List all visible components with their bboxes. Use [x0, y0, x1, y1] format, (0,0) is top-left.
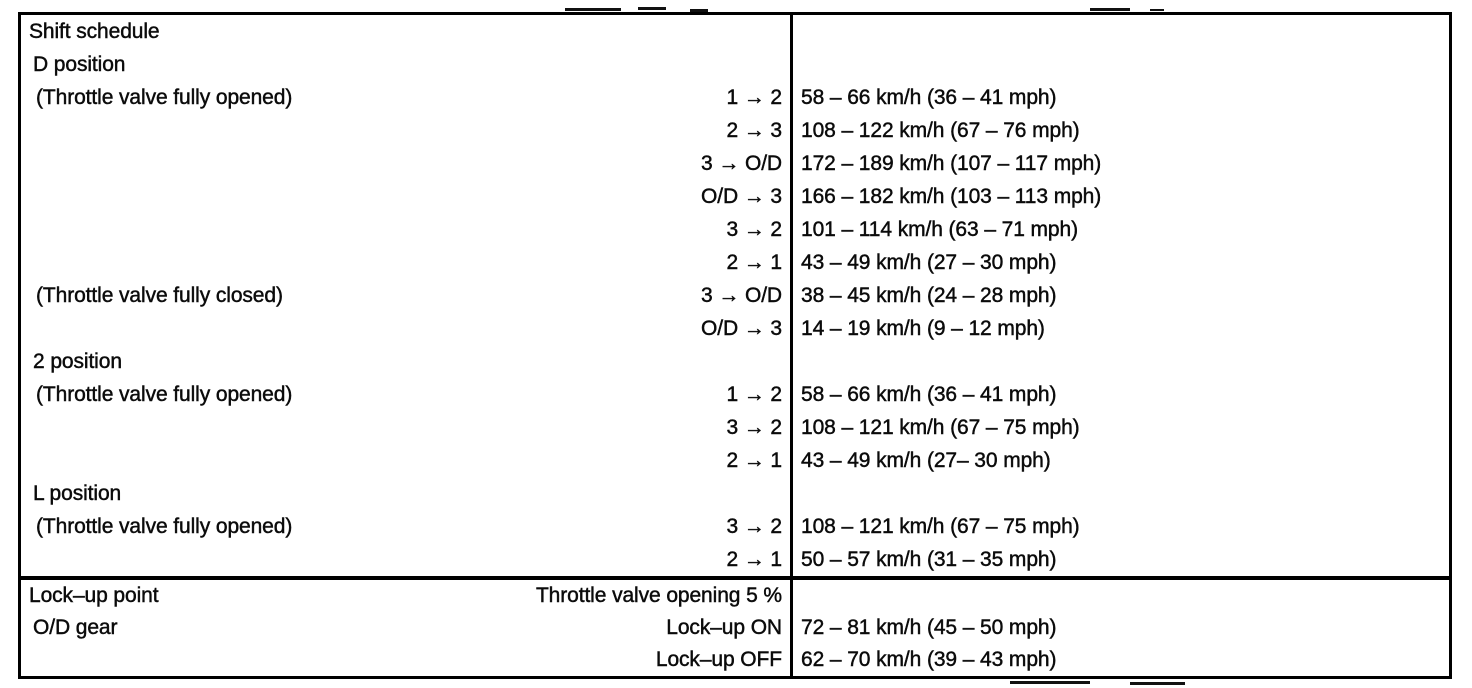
label-cell: (Throttle valve fully opened) 1 → 2 — [21, 86, 790, 110]
speed-range-value: 38 – 45 km/h (24 – 28 mph) — [801, 283, 1057, 307]
label-cell: Lock–up OFF — [21, 648, 790, 672]
shift-step-label: 3 → O/D — [701, 283, 783, 307]
speed-range-value: 43 – 49 km/h (27 – 30 mph) — [801, 250, 1057, 274]
shift-step-label: O/D → 3 — [701, 184, 783, 208]
table-row: (Throttle valve fully closed) 3 → O/D 38 –… — [21, 279, 1449, 312]
shift-step-label: O/D → 3 — [701, 316, 783, 340]
scan-artifact — [1150, 9, 1164, 11]
speed-range-value: 62 – 70 km/h (39 – 43 mph) — [801, 648, 1057, 671]
shift-schedule-section: Shift schedule D position (Throttle valve … — [21, 15, 1449, 576]
section-divider-line — [21, 576, 1449, 580]
label-cell: 2 → 1 — [21, 449, 790, 473]
table-row: O/D → 3 14 – 19 km/h (9 – 12 mph) — [21, 312, 1449, 345]
label-cell: Lock–up point Throttle valve opening 5 % — [21, 584, 790, 608]
table-row: 2 → 1 43 – 49 km/h (27– 30 mph) — [21, 444, 1449, 477]
table-row: 3 → O/D 172 – 189 km/h (107 – 117 mph) — [21, 147, 1449, 180]
row-label: L position — [33, 481, 122, 505]
label-cell: O/D gear Lock–up ON — [21, 616, 790, 640]
shift-step-label: 2 → 1 — [726, 250, 782, 274]
speed-range-value: 108 – 122 km/h (67 – 76 mph) — [801, 118, 1080, 142]
table-row: Lock–up OFF 62 – 70 km/h (39 – 43 mph) — [21, 644, 1449, 676]
speed-range-value: 58 – 66 km/h (36 – 41 mph) — [801, 85, 1057, 109]
label-cell: O/D → 3 — [21, 317, 790, 341]
label-cell: L position — [21, 482, 790, 506]
table-row: 2 → 3 108 – 122 km/h (67 – 76 mph) — [21, 114, 1449, 147]
scan-artifact — [690, 9, 708, 12]
table-row: 2 → 1 43 – 49 km/h (27 – 30 mph) — [21, 246, 1449, 279]
shift-step-label: 1 → 2 — [726, 85, 782, 109]
shift-step-label: 2 → 3 — [726, 118, 782, 142]
speed-range-value: 72 – 81 km/h (45 – 50 mph) — [801, 616, 1057, 639]
row-label: Lock–up point — [29, 584, 159, 607]
label-cell: 2 position — [21, 350, 790, 374]
shift-schedule-table: Shift schedule D position (Throttle valve … — [18, 12, 1452, 679]
table-row: O/D gear Lock–up ON 72 – 81 km/h (45 – 50 … — [21, 612, 1449, 644]
table-row: O/D → 3 166 – 182 km/h (103 – 113 mph) — [21, 180, 1449, 213]
label-cell: 3 → 2 — [21, 416, 790, 440]
scan-artifact — [1090, 8, 1130, 11]
table-row: Shift schedule — [21, 15, 1449, 48]
table-row: 3 → 2 101 – 114 km/h (63 – 71 mph) — [21, 213, 1449, 246]
shift-step-label: 1 → 2 — [726, 382, 782, 406]
label-cell: D position — [21, 53, 790, 77]
scan-artifact — [1010, 681, 1090, 684]
lock-up-section: Lock–up point Throttle valve opening 5 % O… — [21, 580, 1449, 676]
speed-range-value: 50 – 57 km/h (31 – 35 mph) — [801, 547, 1057, 571]
column-divider-line — [790, 15, 793, 676]
label-cell: 3 → 2 — [21, 218, 790, 242]
speed-range-value: 14 – 19 km/h (9 – 12 mph) — [801, 316, 1045, 340]
table-row: 2 position — [21, 345, 1449, 378]
lock-up-condition-label: Lock–up ON — [666, 616, 782, 639]
lock-up-condition-label: Lock–up OFF — [655, 648, 783, 671]
table-row: 3 → 2 108 – 121 km/h (67 – 75 mph) — [21, 411, 1449, 444]
shift-step-label: 3 → 2 — [726, 514, 782, 538]
table-row: (Throttle valve fully opened) 3 → 2 108 – … — [21, 510, 1449, 543]
label-cell: (Throttle valve fully opened) 3 → 2 — [21, 515, 790, 539]
lock-up-condition-label: Throttle valve opening 5 % — [535, 584, 783, 607]
label-cell: 2 → 3 — [21, 119, 790, 143]
label-cell: 2 → 1 — [21, 548, 790, 572]
label-cell: (Throttle valve fully opened) 1 → 2 — [21, 383, 790, 407]
shift-step-label: 3 → 2 — [726, 217, 782, 241]
label-cell: O/D → 3 — [21, 185, 790, 209]
row-label: (Throttle valve fully opened) — [36, 85, 293, 109]
shift-step-label: 2 → 1 — [726, 448, 782, 472]
row-label: (Throttle valve fully opened) — [36, 514, 293, 538]
speed-range-value: 108 – 121 km/h (67 – 75 mph) — [801, 415, 1080, 439]
speed-range-value: 101 – 114 km/h (63 – 71 mph) — [801, 217, 1079, 241]
label-cell: (Throttle valve fully closed) 3 → O/D — [21, 284, 790, 308]
scan-artifact — [1130, 682, 1185, 685]
table-row: 2 → 1 50 – 57 km/h (31 – 35 mph) — [21, 543, 1449, 576]
label-cell: Shift schedule — [21, 20, 790, 44]
speed-range-value: 43 – 49 km/h (27– 30 mph) — [801, 448, 1051, 472]
table-row: D position — [21, 48, 1449, 81]
row-label: (Throttle valve fully opened) — [36, 382, 293, 406]
row-label: Shift schedule — [29, 19, 160, 43]
scan-artifact — [638, 7, 666, 10]
table-row: (Throttle valve fully opened) 1 → 2 58 – 6… — [21, 81, 1449, 114]
scan-artifact — [565, 8, 621, 11]
speed-range-value: 58 – 66 km/h (36 – 41 mph) — [801, 382, 1057, 406]
speed-range-value: 172 – 189 km/h (107 – 117 mph) — [801, 151, 1102, 175]
shift-step-label: 3 → 2 — [726, 415, 782, 439]
row-label: (Throttle valve fully closed) — [36, 283, 283, 307]
row-label: O/D gear — [33, 616, 118, 639]
label-cell: 2 → 1 — [21, 251, 790, 275]
label-cell: 3 → O/D — [21, 152, 790, 176]
row-label: 2 position — [33, 349, 122, 373]
table-row: Lock–up point Throttle valve opening 5 % — [21, 580, 1449, 612]
shift-step-label: 2 → 1 — [726, 547, 782, 571]
speed-range-value: 166 – 182 km/h (103 – 113 mph) — [801, 184, 1102, 208]
row-label: D position — [33, 52, 126, 76]
shift-step-label: 3 → O/D — [701, 151, 783, 175]
table-row: L position — [21, 477, 1449, 510]
speed-range-value: 108 – 121 km/h (67 – 75 mph) — [801, 514, 1080, 538]
table-row: (Throttle valve fully opened) 1 → 2 58 – 6… — [21, 378, 1449, 411]
